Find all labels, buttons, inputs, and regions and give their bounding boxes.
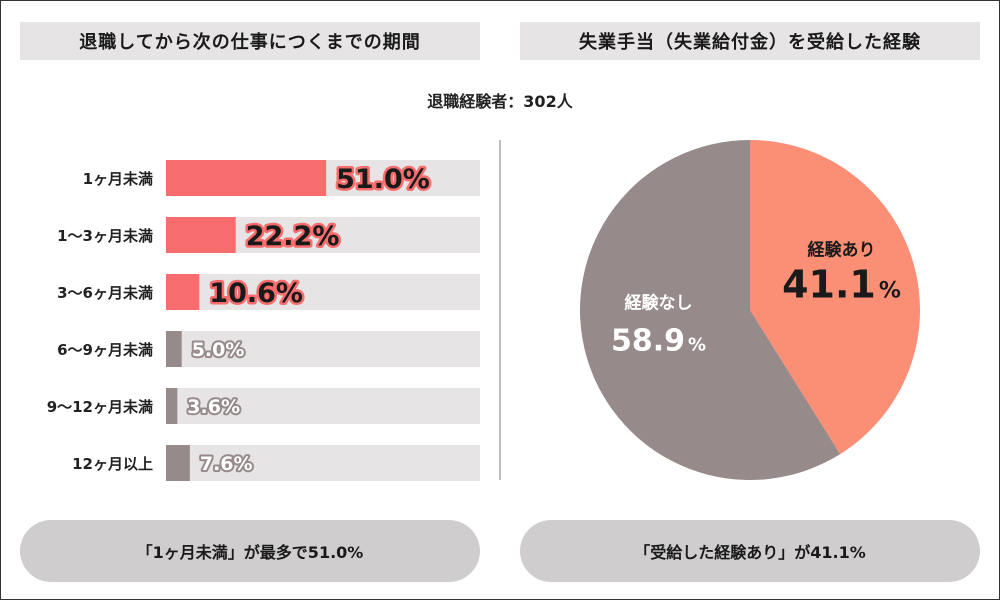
bar-track [166, 331, 480, 367]
pie-slice-value: 58.9% [611, 323, 706, 358]
category-label: 1〜3ヶ月未満 [57, 227, 153, 245]
bar-1 [166, 160, 327, 196]
bar-5 [166, 388, 178, 424]
duration-bar-chart: 1ヶ月未満 51.0% 1〜3ヶ月未満 22.2% 3〜6ヶ月未満 10.6% 6〜9ヶ月未… [47, 160, 480, 481]
bar-summary-pill: 「1ヶ月未満」が最多で51.0% [20, 520, 480, 582]
value-label: 51.0% [336, 164, 430, 195]
bar-track [166, 274, 480, 310]
category-label: 3〜6ヶ月未満 [57, 284, 153, 302]
panel-divider [499, 140, 501, 480]
bar-4 [166, 331, 182, 367]
bar-track [166, 445, 480, 481]
category-label: 9〜12ヶ月未満 [47, 398, 153, 416]
value-label: 3.6% [187, 396, 240, 418]
pie-slice-value: 41.1% [782, 263, 901, 307]
category-label: 12ヶ月以上 [72, 455, 153, 473]
value-label: 5.0% [192, 339, 245, 361]
value-label: 7.6% [200, 453, 253, 475]
respondents-label: 退職経験者：302人 [427, 92, 573, 111]
category-label: 1ヶ月未満 [83, 170, 153, 188]
pie-summary-pill: 「受給した経験あり」が41.1% [520, 520, 980, 582]
bar-chart-title: 退職してから次の仕事につくまでの期間 [20, 22, 480, 60]
value-label: 22.2% [246, 221, 340, 252]
category-label: 6〜9ヶ月未満 [57, 341, 153, 359]
pie-slice-name: 経験なし [624, 292, 692, 313]
pie-chart-title: 失業手当（失業給付金）を受給した経験 [520, 22, 980, 60]
pie-slice-yes [750, 140, 921, 455]
bar-track [166, 388, 480, 424]
bar-2 [166, 217, 236, 253]
bar-3 [166, 274, 200, 310]
pie-slice-no [580, 140, 841, 480]
bar-6 [166, 445, 190, 481]
value-label: 10.6% [209, 278, 303, 309]
pie-slice-name: 経験あり [808, 240, 876, 261]
